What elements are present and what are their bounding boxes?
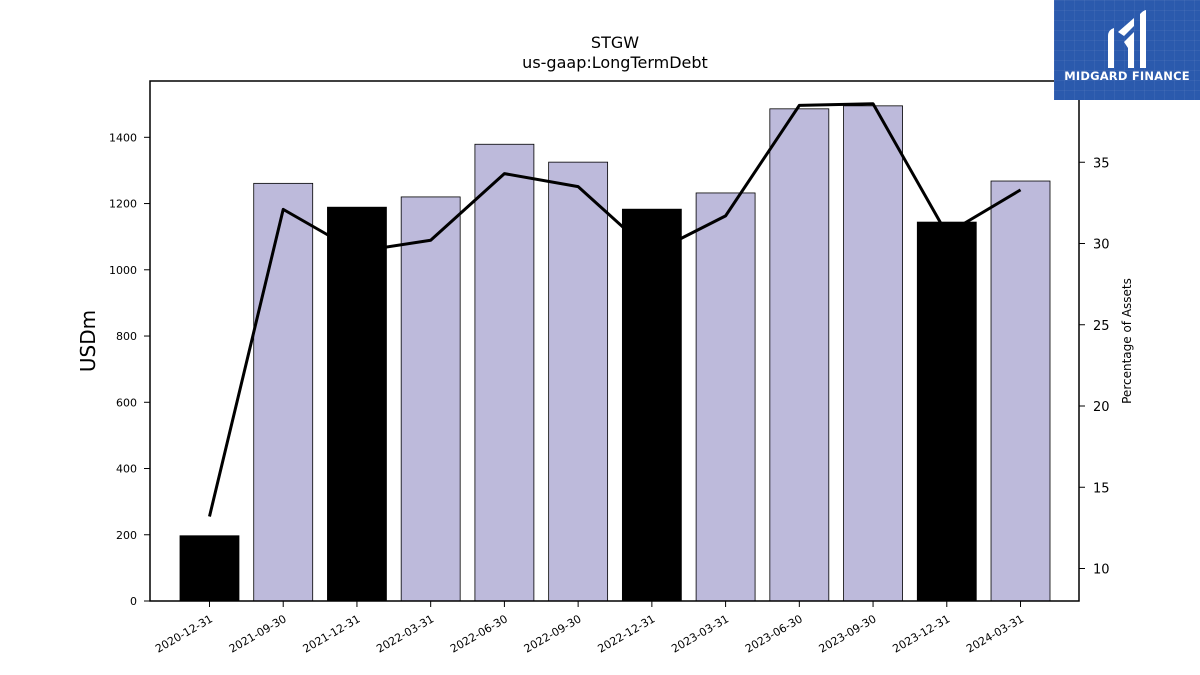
y2-tick-label: 30 bbox=[1093, 238, 1110, 253]
y-tick-label: 1400 bbox=[109, 131, 137, 144]
x-tick-label: 2022-09-30 bbox=[522, 612, 584, 655]
y-tick-label: 0 bbox=[130, 595, 137, 608]
y2-tick-label: 25 bbox=[1093, 319, 1110, 334]
x-axis: 2020-12-31 2021-09-30 2021-12-31 2022-03-31… bbox=[153, 601, 1026, 656]
y-tick-label: 400 bbox=[116, 463, 137, 476]
bar-2022-09-30 bbox=[548, 161, 609, 602]
chart-title: STGW bbox=[591, 33, 639, 52]
y2-tick-label: 10 bbox=[1093, 563, 1110, 578]
midgard-finance-logo: MIDGARD FINANCE bbox=[1054, 0, 1200, 100]
logo-text: MIDGARD FINANCE bbox=[1064, 69, 1190, 83]
bars-group bbox=[179, 105, 1051, 602]
y-tick-label: 1200 bbox=[109, 198, 137, 211]
y2-tick-label: 35 bbox=[1093, 156, 1110, 171]
plot-frame bbox=[149, 80, 1080, 602]
x-tick-label: 2023-03-31 bbox=[669, 612, 731, 655]
bar-2023-09-30 bbox=[843, 105, 903, 602]
y-tick-label: 200 bbox=[116, 529, 137, 542]
y-tick-label: 600 bbox=[116, 396, 137, 409]
x-tick-label: 2021-12-31 bbox=[301, 612, 363, 655]
y-tick-label: 800 bbox=[116, 330, 137, 343]
x-tick-label: 2022-03-31 bbox=[374, 612, 436, 655]
bar-2023-06-30 bbox=[769, 108, 830, 602]
x-tick-label: 2023-12-31 bbox=[890, 612, 952, 655]
x-tick-label: 2024-03-31 bbox=[964, 612, 1026, 655]
pct-assets-line bbox=[208, 102, 1022, 517]
y2-axis-label: Percentage of Assets bbox=[1120, 278, 1134, 404]
y-axis-label: USDm bbox=[76, 310, 100, 372]
bar-2023-12-31 bbox=[916, 221, 977, 602]
x-tick-label: 2020-12-31 bbox=[153, 612, 215, 655]
x-tick-label: 2022-06-30 bbox=[448, 612, 510, 655]
bar-2022-12-31 bbox=[621, 208, 682, 602]
y-tick-label: 1000 bbox=[109, 264, 137, 277]
x-tick-label: 2023-09-30 bbox=[817, 612, 879, 655]
bar-2022-06-30 bbox=[474, 143, 535, 602]
bar-2022-03-31 bbox=[400, 196, 461, 602]
x-tick-label: 2021-09-30 bbox=[227, 612, 289, 655]
y2-axis: 10 15 20 25 30 35 bbox=[1079, 156, 1110, 578]
x-tick-label: 2022-12-31 bbox=[595, 612, 657, 655]
y2-tick-label: 15 bbox=[1093, 481, 1110, 496]
line-group bbox=[208, 102, 1022, 517]
bar-2020-12-31 bbox=[179, 535, 240, 602]
y-axis: 0 200 400 600 800 1000 1200 1400 bbox=[109, 131, 150, 608]
bar-2021-12-31 bbox=[327, 206, 387, 602]
bar-2021-09-30 bbox=[253, 182, 314, 602]
y2-tick-label: 20 bbox=[1093, 400, 1110, 415]
midgard-m-icon bbox=[1108, 10, 1146, 68]
chart-subtitle: us-gaap:LongTermDebt bbox=[522, 53, 708, 72]
bar-2023-03-31 bbox=[695, 192, 756, 602]
x-tick-label: 2023-06-30 bbox=[743, 612, 805, 655]
bar-2024-03-31 bbox=[990, 180, 1051, 602]
